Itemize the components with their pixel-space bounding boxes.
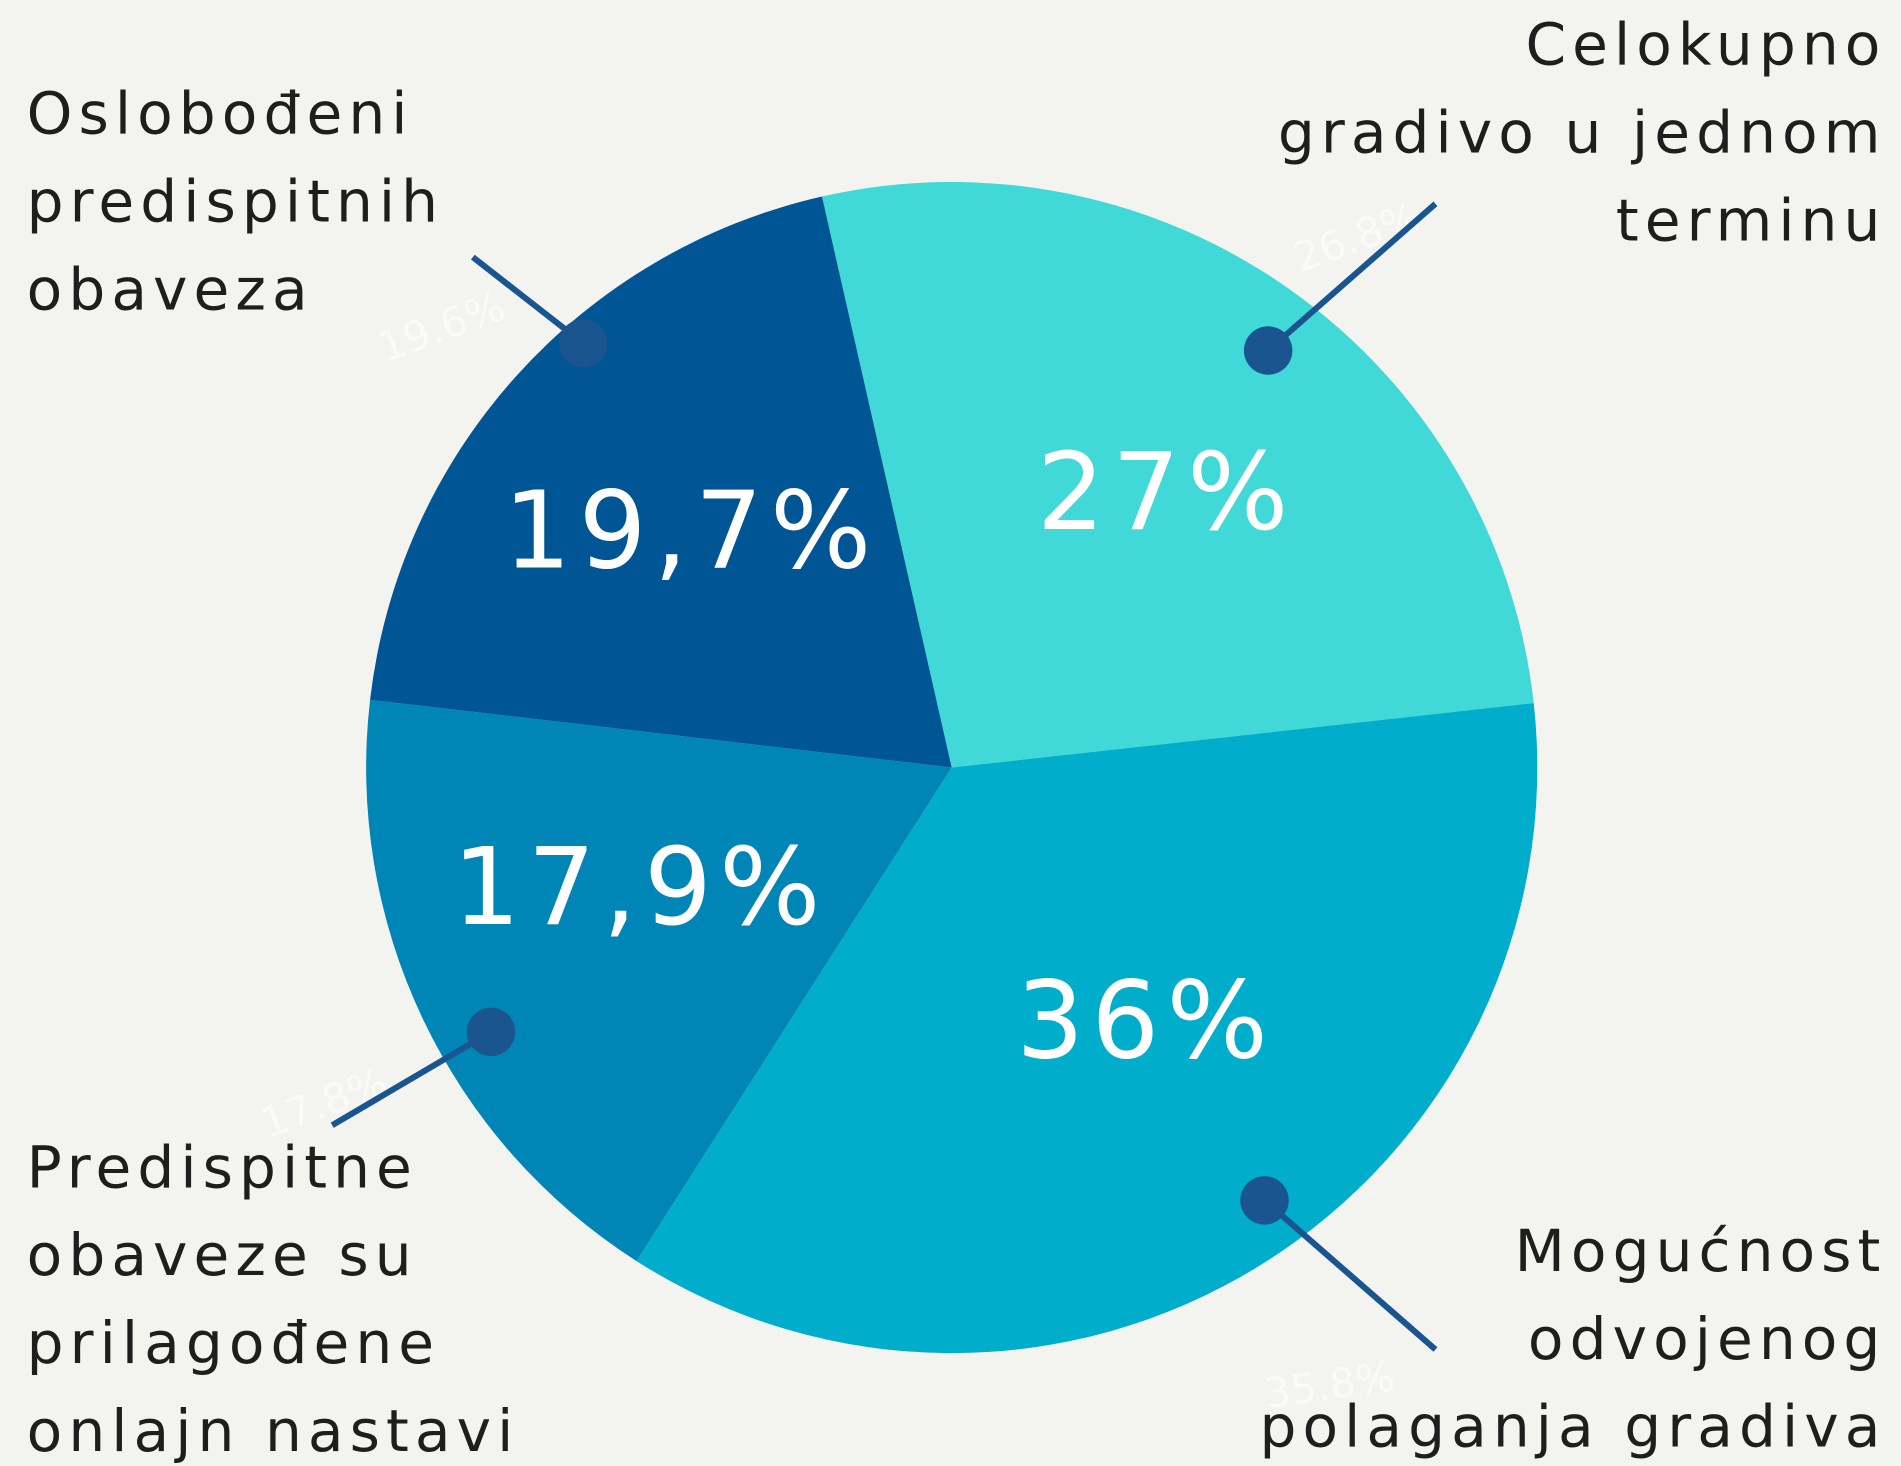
leader-line bbox=[1262, 1198, 1438, 1352]
pie-slice bbox=[821, 181, 1534, 768]
category-label: Celokupno gradivo u jednom terminu bbox=[1278, 11, 1887, 255]
category-label: Oslobođeni predispitnih obaveza bbox=[27, 80, 444, 324]
pie-slice bbox=[370, 196, 952, 768]
category-label: Predispitne obaveze su prilagođene onlajn n… bbox=[27, 1133, 520, 1465]
leader-line bbox=[1266, 201, 1438, 353]
pie-slice bbox=[366, 699, 952, 1262]
leader-dot bbox=[466, 1007, 516, 1057]
slice-label: 17,9% bbox=[453, 826, 828, 950]
slice-label: 19,7% bbox=[503, 470, 878, 594]
leader-dot bbox=[558, 318, 608, 368]
slice-label: 27% bbox=[1037, 431, 1296, 555]
leader-line bbox=[330, 1029, 493, 1128]
category-label: Mogućnost odvojenog polaganja gradiva bbox=[1260, 1217, 1887, 1461]
leader-dot bbox=[1240, 1176, 1289, 1225]
pie-slice bbox=[636, 703, 1538, 1354]
slice-label: 36% bbox=[1016, 959, 1275, 1083]
leader-dot bbox=[1243, 326, 1293, 375]
